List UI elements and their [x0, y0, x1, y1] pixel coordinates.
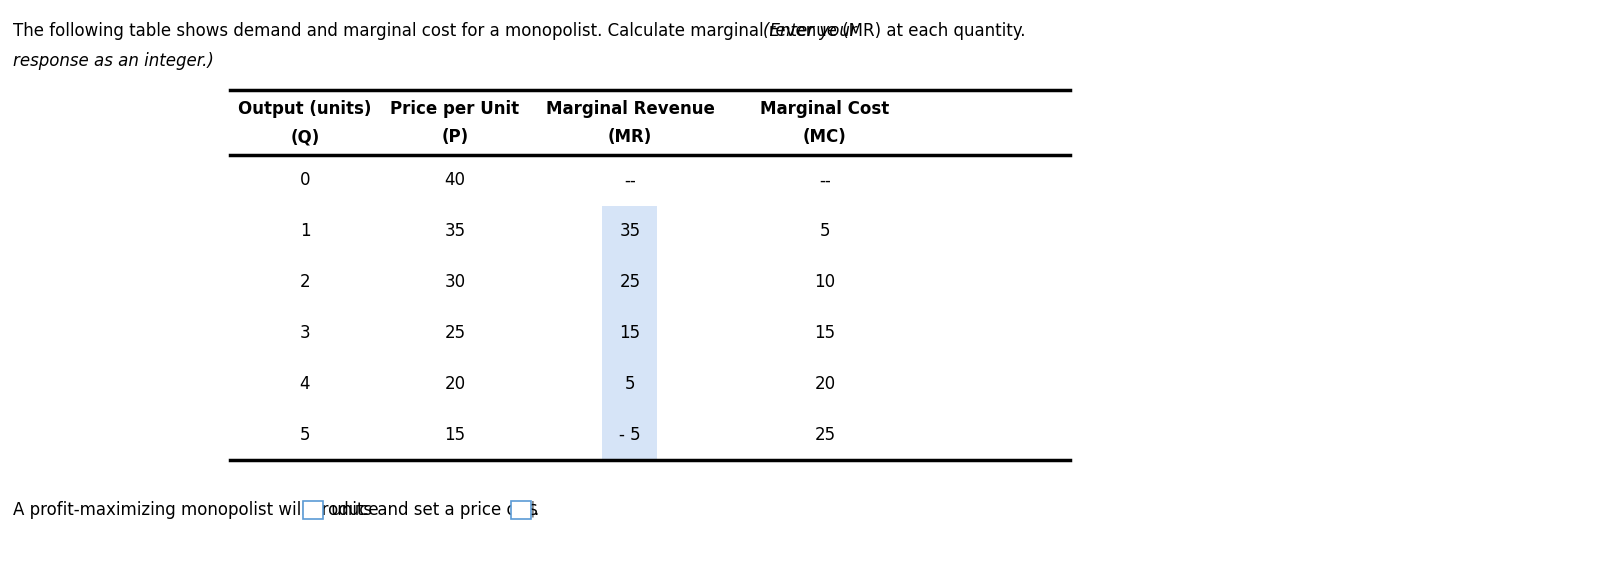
- Text: (MR): (MR): [608, 128, 652, 147]
- Text: --: --: [819, 171, 830, 190]
- Text: 25: 25: [445, 324, 465, 342]
- Text: Marginal Cost: Marginal Cost: [759, 101, 889, 118]
- Bar: [602, 206, 656, 256]
- Text: response as an integer.): response as an integer.): [13, 52, 213, 70]
- Text: units and set a price of $: units and set a price of $: [326, 501, 538, 519]
- Bar: [602, 409, 656, 460]
- Text: Price per Unit: Price per Unit: [390, 101, 520, 118]
- Text: (MC): (MC): [802, 128, 846, 147]
- Text: 20: 20: [445, 375, 465, 393]
- Bar: [602, 307, 656, 358]
- Text: 10: 10: [814, 273, 835, 291]
- Text: Marginal Revenue: Marginal Revenue: [546, 101, 714, 118]
- Text: 30: 30: [445, 273, 465, 291]
- Text: 1: 1: [300, 222, 310, 240]
- Text: (Enter your: (Enter your: [762, 22, 855, 40]
- Text: 35: 35: [445, 222, 465, 240]
- Text: 5: 5: [819, 222, 830, 240]
- Text: (P): (P): [441, 128, 469, 147]
- Text: 25: 25: [814, 426, 835, 444]
- Text: 35: 35: [620, 222, 640, 240]
- Text: --: --: [624, 171, 636, 190]
- Text: (Q): (Q): [291, 128, 319, 147]
- Text: 2: 2: [300, 273, 310, 291]
- Text: 20: 20: [814, 375, 835, 393]
- Text: .: .: [533, 501, 538, 519]
- Text: 40: 40: [445, 171, 465, 190]
- Text: The following table shows demand and marginal cost for a monopolist. Calculate m: The following table shows demand and mar…: [13, 22, 1030, 40]
- Bar: [303, 501, 323, 519]
- Text: 3: 3: [300, 324, 310, 342]
- Text: 5: 5: [624, 375, 636, 393]
- Text: 0: 0: [300, 171, 310, 190]
- Bar: [510, 501, 531, 519]
- Text: 15: 15: [445, 426, 465, 444]
- Bar: [602, 358, 656, 409]
- Bar: [602, 256, 656, 307]
- Text: 15: 15: [814, 324, 835, 342]
- Text: A profit-maximizing monopolist will produce: A profit-maximizing monopolist will prod…: [13, 501, 384, 519]
- Text: Output (units): Output (units): [238, 101, 371, 118]
- Text: 4: 4: [300, 375, 310, 393]
- Text: 25: 25: [620, 273, 640, 291]
- Text: 5: 5: [300, 426, 310, 444]
- Text: 15: 15: [620, 324, 640, 342]
- Text: - 5: - 5: [620, 426, 640, 444]
